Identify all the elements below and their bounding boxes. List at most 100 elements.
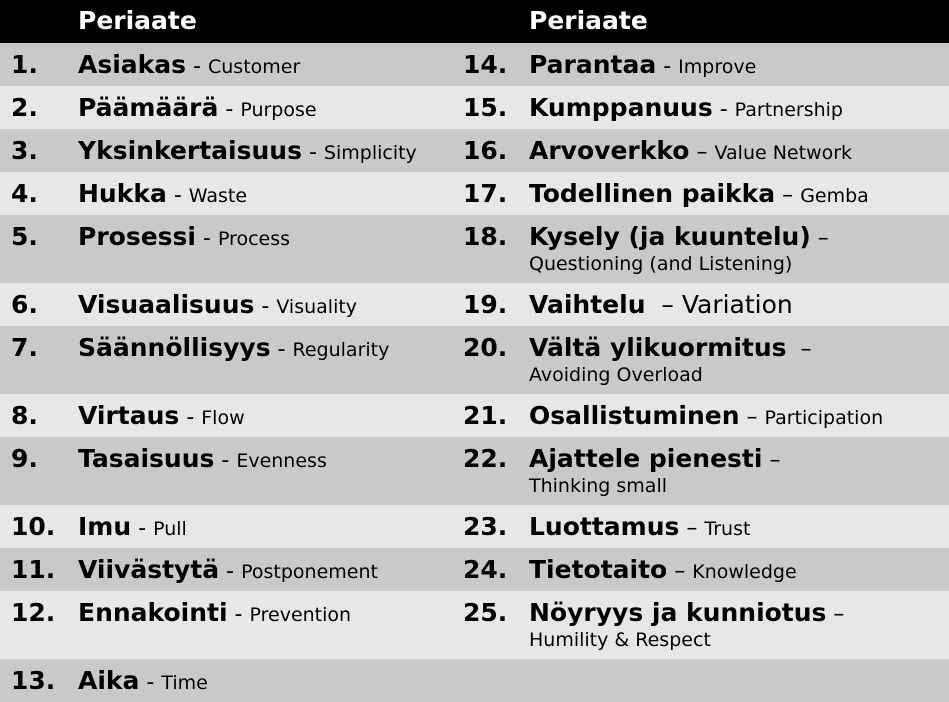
principle-english: Flow <box>201 407 245 429</box>
principle-english: Prevention <box>249 604 352 626</box>
principle-term: Luottamus <box>529 512 680 541</box>
principle-4: 4. Hukka - Waste <box>0 172 460 215</box>
principle-term: Aika <box>78 666 140 695</box>
principle-number: 13. <box>11 666 56 695</box>
principle-number: 19. <box>463 290 508 319</box>
principle-14: 14. Parantaa - Improve <box>460 43 949 86</box>
principle-text: Visuaalisuus - Visuality <box>78 288 357 325</box>
principle-separator: - <box>227 602 250 627</box>
principle-english: Improve <box>678 56 757 78</box>
principle-7: 7. Säännöllisyys - Regularity <box>0 326 460 394</box>
principle-text: Parantaa - Improve <box>529 48 756 85</box>
principle-number: 1. <box>11 50 38 79</box>
table-row <box>0 215 949 283</box>
principle-17: 17. Todellinen paikka – Gemba <box>460 172 949 215</box>
principle-english: Humility & Respect <box>529 629 711 651</box>
principle-number: 10. <box>11 512 56 541</box>
principle-english: Time <box>161 672 208 694</box>
principle-separator: – <box>645 290 682 319</box>
principle-term: Nöyryys ja kunniotus <box>529 598 827 627</box>
principle-separator: – <box>689 140 715 165</box>
principle-term: Vaihtelu <box>529 290 646 319</box>
principle-9: 9. Tasaisuus - Evenness <box>0 437 460 505</box>
principle-text: Viivästytä - Postponement <box>78 553 378 590</box>
principle-term: Tasaisuus <box>78 444 215 473</box>
header-left: Periaate <box>78 6 197 35</box>
principle-separator: - <box>214 448 237 473</box>
principle-text: Kumppanuus - Partnership <box>529 91 843 128</box>
principle-16: 16. Arvoverkko – Value Network <box>460 129 949 172</box>
principle-term: Visuaalisuus <box>78 290 255 319</box>
principle-separator: - <box>196 226 218 251</box>
principle-separator: – <box>826 602 845 627</box>
table-row <box>0 659 949 702</box>
principle-english: Partnership <box>734 99 843 121</box>
principle-20: 20. Vältä ylikuormitus – Avoiding Overlo… <box>460 326 949 394</box>
principle-number: 7. <box>11 333 38 362</box>
principle-term: Kysely (ja kuuntelu) <box>529 222 811 251</box>
principle-term: Ajattele pienesti <box>529 444 763 473</box>
principle-text: Osallistuminen – Participation <box>529 399 883 436</box>
principle-english: Process <box>217 228 291 250</box>
principle-number: 14. <box>463 50 508 79</box>
principle-text: Säännöllisyys - Regularity <box>78 331 389 368</box>
principle-text: Hukka - Waste <box>78 177 247 214</box>
principle-text: Aika - Time <box>78 664 208 701</box>
principle-english: Regularity <box>292 339 390 361</box>
principle-2: 2. Päämäärä - Purpose <box>0 86 460 129</box>
principle-text: Todellinen paikka – Gemba <box>529 177 869 214</box>
principle-separator: - <box>712 97 735 122</box>
principle-separator: - <box>254 294 277 319</box>
table-row <box>0 283 949 326</box>
principle-11: 11. Viivästytä - Postponement <box>0 548 460 591</box>
table-row <box>0 394 949 437</box>
principle-separator: – <box>667 559 693 584</box>
principle-number: 25. <box>463 598 508 627</box>
principle-english: Waste <box>188 185 248 207</box>
principle-english: Pull <box>153 518 187 540</box>
principle-number: 23. <box>463 512 508 541</box>
principle-term: Säännöllisyys <box>78 333 271 362</box>
principle-term: Ennakointi <box>78 598 228 627</box>
principle-separator: – <box>739 405 765 430</box>
principle-english: Participation <box>764 407 884 429</box>
principle-22: 22. Ajattele pienesti – Thinking small <box>460 437 949 505</box>
principle-english: Visuality <box>276 296 358 318</box>
principle-number: 12. <box>11 598 56 627</box>
table-row <box>0 43 949 86</box>
table-row <box>0 548 949 591</box>
principle-24: 24. Tietotaito – Knowledge <box>460 548 949 591</box>
principle-separator: - <box>186 54 208 79</box>
principle-3: 3. Yksinkertaisuus - Simplicity <box>0 129 460 172</box>
principle-number: 5. <box>11 222 38 251</box>
principle-separator: – <box>786 337 812 362</box>
principle-term: Päämäärä <box>78 93 219 122</box>
principle-term: Yksinkertaisuus <box>78 136 302 165</box>
header-row: Periaate Periaate <box>0 0 949 43</box>
principle-number: 11. <box>11 555 56 584</box>
principle-separator: - <box>656 54 679 79</box>
table-row <box>0 326 949 394</box>
principle-18: 18. Kysely (ja kuuntelu) – Questioning (… <box>460 215 949 283</box>
principle-term: Virtaus <box>78 401 180 430</box>
principle-term: Osallistuminen <box>529 401 740 430</box>
principle-separator: - <box>219 559 242 584</box>
table-row <box>0 172 949 215</box>
principle-text: Yksinkertaisuus - Simplicity <box>78 134 417 171</box>
principle-19: 19. Vaihtelu – Variation <box>460 283 949 326</box>
principle-text: Asiakas - Customer <box>78 48 300 85</box>
principle-english: Knowledge <box>692 561 797 583</box>
principle-term: Vältä ylikuormitus <box>529 333 787 362</box>
principle-text: Imu - Pull <box>78 510 187 547</box>
principle-english: Thinking small <box>529 475 668 497</box>
principle-25: 25. Nöyryys ja kunniotus – Humility & Re… <box>460 591 949 659</box>
principle-number: 18. <box>463 222 508 251</box>
principle-english: Evenness <box>236 450 327 472</box>
principle-12: 12. Ennakointi - Prevention <box>0 591 460 659</box>
principle-13: 13. Aika - Time <box>0 659 460 702</box>
principle-term: Asiakas <box>78 50 187 79</box>
principle-number: 8. <box>11 401 38 430</box>
principle-english: Postponement <box>241 561 378 583</box>
principle-english: Questioning (and Listening) <box>529 253 793 275</box>
